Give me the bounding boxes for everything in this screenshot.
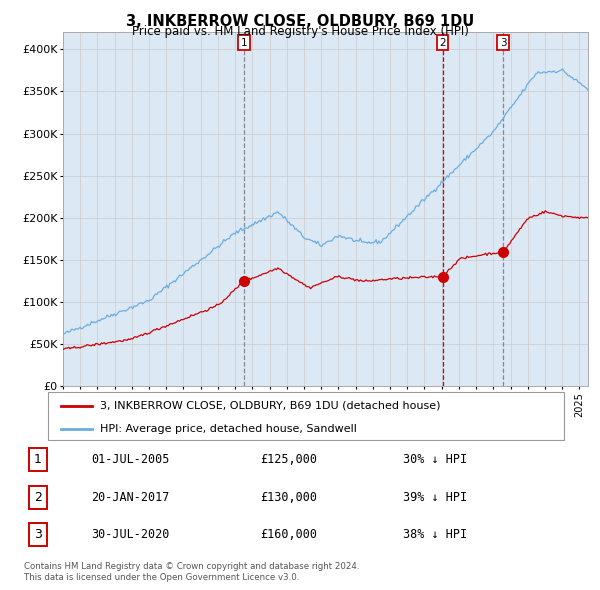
Text: 3: 3 — [34, 527, 41, 540]
Text: 30-JUL-2020: 30-JUL-2020 — [92, 527, 170, 540]
Text: £130,000: £130,000 — [260, 490, 317, 504]
Text: 3: 3 — [500, 38, 506, 48]
Text: £160,000: £160,000 — [260, 527, 317, 540]
Text: £125,000: £125,000 — [260, 454, 317, 467]
Text: 3, INKBERROW CLOSE, OLDBURY, B69 1DU (detached house): 3, INKBERROW CLOSE, OLDBURY, B69 1DU (de… — [100, 401, 440, 411]
Text: 2: 2 — [439, 38, 446, 48]
Text: HPI: Average price, detached house, Sandwell: HPI: Average price, detached house, Sand… — [100, 424, 356, 434]
Text: 3, INKBERROW CLOSE, OLDBURY, B69 1DU: 3, INKBERROW CLOSE, OLDBURY, B69 1DU — [126, 14, 474, 28]
Text: 1: 1 — [34, 454, 41, 467]
Text: 20-JAN-2017: 20-JAN-2017 — [92, 490, 170, 504]
Text: 30% ↓ HPI: 30% ↓ HPI — [403, 454, 467, 467]
Text: 1: 1 — [241, 38, 247, 48]
Text: 2: 2 — [34, 490, 41, 504]
Text: This data is licensed under the Open Government Licence v3.0.: This data is licensed under the Open Gov… — [24, 573, 299, 582]
Text: 39% ↓ HPI: 39% ↓ HPI — [403, 490, 467, 504]
Text: 01-JUL-2005: 01-JUL-2005 — [92, 454, 170, 467]
Text: Contains HM Land Registry data © Crown copyright and database right 2024.: Contains HM Land Registry data © Crown c… — [24, 562, 359, 571]
FancyBboxPatch shape — [48, 392, 564, 440]
Text: 38% ↓ HPI: 38% ↓ HPI — [403, 527, 467, 540]
Text: Price paid vs. HM Land Registry's House Price Index (HPI): Price paid vs. HM Land Registry's House … — [131, 25, 469, 38]
